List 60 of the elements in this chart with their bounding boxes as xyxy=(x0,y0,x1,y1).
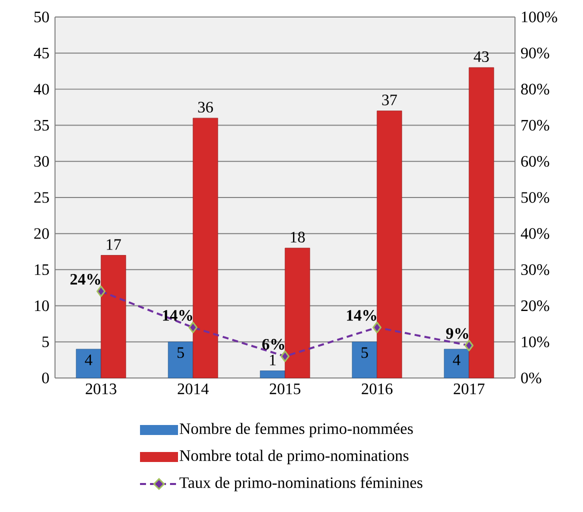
y-tick-label: 25 xyxy=(34,192,49,203)
data-label: 4 xyxy=(84,354,92,366)
bar xyxy=(260,370,286,378)
y-tick-label: 5 xyxy=(42,336,49,348)
bar xyxy=(192,118,218,378)
legend-label: Nombre de femmes primo-nommées xyxy=(180,422,413,438)
x-tick-label: 2013 xyxy=(86,384,116,394)
data-label: 14% xyxy=(347,310,376,321)
data-label: 24% xyxy=(70,274,100,285)
x-tick-label: 2014 xyxy=(178,384,209,394)
y2-tick-label: 100% xyxy=(522,12,558,22)
data-label: 14% xyxy=(163,310,192,321)
data-label: 4 xyxy=(452,354,460,366)
y2-tick-label: 20% xyxy=(521,300,550,312)
x-tick-label: 2015 xyxy=(270,384,300,394)
data-label: 17 xyxy=(106,239,121,250)
bar xyxy=(468,67,494,378)
y2-tick-label: 50% xyxy=(521,192,550,203)
bar xyxy=(168,342,194,378)
y2-tick-label: 10% xyxy=(522,336,550,348)
bar xyxy=(444,348,470,378)
y2-tick-label: 40% xyxy=(520,228,550,239)
y-tick-label: 40 xyxy=(34,84,49,95)
x-tick-label: 2017 xyxy=(454,384,484,394)
data-label: 18 xyxy=(290,232,305,243)
y-tick-label: 10 xyxy=(34,300,49,312)
point xyxy=(188,322,198,334)
y-tick-label: 20 xyxy=(34,228,49,239)
y-tick-label: 50 xyxy=(34,12,49,22)
data-label: 5 xyxy=(178,347,184,358)
y-tick-label: 35 xyxy=(34,120,49,131)
point xyxy=(372,322,382,334)
y-tick-label: 30 xyxy=(34,156,49,167)
bar xyxy=(376,110,402,378)
data-label: 5 xyxy=(362,347,368,358)
y2-tick-label: 80% xyxy=(521,84,550,95)
bar xyxy=(284,248,310,378)
x-tick-label: 2016 xyxy=(362,384,392,394)
y2-tick-label: 0% xyxy=(521,372,542,384)
y2-tick-label: 90% xyxy=(521,48,550,58)
point xyxy=(280,350,290,362)
data-label: 43 xyxy=(474,51,489,62)
legend-label: Taux de primo-nominations féminines xyxy=(179,476,422,492)
bar xyxy=(352,342,378,378)
y-tick-label: 15 xyxy=(34,264,49,276)
data-label: 36 xyxy=(198,102,213,113)
y-tick-label: 0 xyxy=(42,372,49,384)
bar xyxy=(100,255,126,378)
y2-tick-label: 60% xyxy=(521,156,550,167)
legend-label: Nombre total de primo-nominations xyxy=(180,450,408,464)
y2-tick-label: 30% xyxy=(521,264,550,276)
point xyxy=(96,286,106,298)
data-label: 37 xyxy=(382,94,397,106)
point xyxy=(464,340,474,352)
y-tick-label: 45 xyxy=(34,48,49,58)
bar xyxy=(76,348,102,378)
data-label: 6% xyxy=(262,338,284,350)
data-label: 1 xyxy=(270,354,276,366)
data-label: 9% xyxy=(446,328,468,339)
y2-tick-label: 70% xyxy=(522,120,550,131)
